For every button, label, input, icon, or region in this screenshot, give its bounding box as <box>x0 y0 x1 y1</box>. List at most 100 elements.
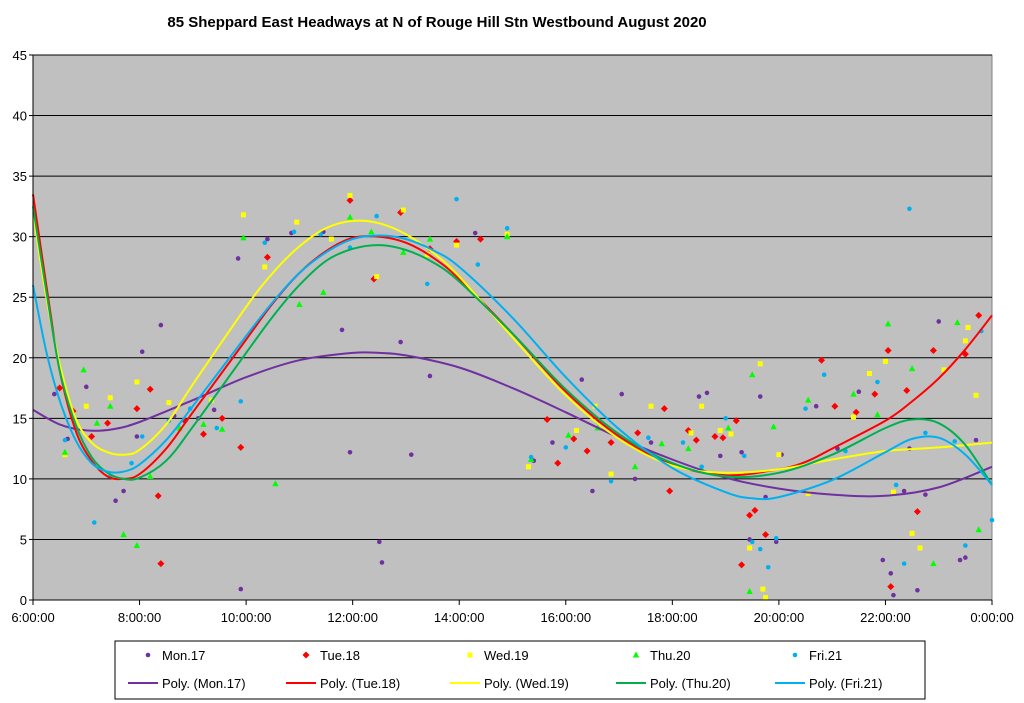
x-tick-label: 8:00:00 <box>118 610 161 625</box>
data-point <box>265 236 270 242</box>
data-point <box>666 487 674 495</box>
data-point <box>648 403 654 409</box>
x-tick-label: 18:00:00 <box>647 610 698 625</box>
data-point <box>818 356 826 364</box>
data-point <box>908 365 916 372</box>
y-tick-label: 45 <box>13 48 27 63</box>
data-point <box>711 433 719 440</box>
data-point <box>913 508 921 516</box>
data-point <box>963 555 968 560</box>
trendline-poly-mon-17 <box>32 351 993 498</box>
data-point <box>218 414 226 422</box>
y-tick-label: 20 <box>13 351 27 366</box>
data-point <box>211 407 217 413</box>
legend-label: Poly. (Mon.17) <box>162 676 246 691</box>
data-point <box>554 459 562 467</box>
data-point <box>374 274 380 280</box>
data-point <box>749 539 755 545</box>
legend-marker <box>792 652 798 658</box>
data-point <box>238 399 244 404</box>
legend: Mon.17 Tue.18 Wed.19 Thu.20 Fri.21 Poly. (Mon… <box>114 640 926 700</box>
y-tick-label: 0 <box>20 593 27 608</box>
data-point <box>454 196 459 202</box>
data-point <box>133 542 141 548</box>
data-point <box>570 435 578 443</box>
data-point <box>80 366 87 373</box>
trendline-poly-wed-19 <box>32 212 993 474</box>
data-point <box>831 402 839 410</box>
data-point <box>901 488 907 494</box>
data-point <box>776 452 782 458</box>
data-point <box>773 535 779 541</box>
legend-label: Poly. (Wed.19) <box>484 676 569 691</box>
data-point <box>607 439 615 447</box>
data-point <box>850 390 857 397</box>
data-point <box>339 327 345 333</box>
y-tick-label: 40 <box>13 109 27 124</box>
data-point <box>875 379 880 385</box>
data-point <box>975 526 982 533</box>
legend-label: Tue.18 <box>320 648 360 663</box>
data-point <box>318 231 324 237</box>
data-point <box>475 262 481 267</box>
data-point <box>804 396 812 403</box>
data-point <box>962 338 968 344</box>
data-point <box>346 213 354 220</box>
data-point <box>427 373 433 379</box>
y-tick-label: 15 <box>13 411 27 426</box>
data-point <box>746 511 754 519</box>
data-point <box>139 349 145 355</box>
data-point <box>120 531 127 538</box>
series-points-fri-21 <box>62 196 995 570</box>
data-point <box>773 539 779 545</box>
data-point <box>903 386 911 394</box>
data-point <box>240 234 247 241</box>
data-point <box>891 592 896 598</box>
data-point <box>757 546 763 552</box>
data-point <box>543 416 551 424</box>
series-points-wed-19 <box>62 192 979 601</box>
data-point <box>719 434 727 442</box>
data-point <box>866 371 872 377</box>
chart-title: 85 Sheppard East Headways at N of Rouge … <box>167 14 706 31</box>
data-point <box>472 230 478 236</box>
x-axis: 6:00:00 8:00:00 10:00:00 12:00:00 14:00:00 16… <box>11 599 1014 625</box>
data-point <box>608 479 614 484</box>
data-point <box>648 440 654 445</box>
data-point <box>917 545 923 551</box>
data-point <box>52 391 57 397</box>
x-tick-label: 14:00:00 <box>434 610 485 625</box>
data-point <box>738 561 746 569</box>
data-point <box>296 300 303 307</box>
legend-marker <box>145 652 151 658</box>
data-point <box>728 431 734 437</box>
data-point <box>56 384 64 392</box>
data-point <box>565 431 572 438</box>
data-point <box>909 530 915 536</box>
data-point <box>346 196 354 204</box>
data-point <box>739 449 744 455</box>
data-point <box>746 588 753 595</box>
data-point <box>717 453 723 459</box>
data-point <box>813 403 819 409</box>
data-point <box>723 416 728 421</box>
data-point <box>424 281 430 287</box>
data-point <box>890 489 896 495</box>
data-point <box>680 440 686 445</box>
data-point <box>929 347 937 355</box>
data-point <box>632 476 638 482</box>
data-point <box>936 319 942 324</box>
data-point <box>688 430 694 436</box>
data-point <box>884 320 892 327</box>
legend-label: Wed.19 <box>484 648 529 663</box>
data-point <box>732 417 740 425</box>
plot-background <box>32 54 993 601</box>
legend-marker <box>302 651 310 659</box>
data-point <box>377 539 382 545</box>
legend-marker <box>467 652 473 658</box>
data-point <box>347 449 353 455</box>
data-point <box>965 325 971 330</box>
data-point <box>658 440 665 447</box>
data-point <box>915 588 920 593</box>
data-point <box>770 423 777 430</box>
